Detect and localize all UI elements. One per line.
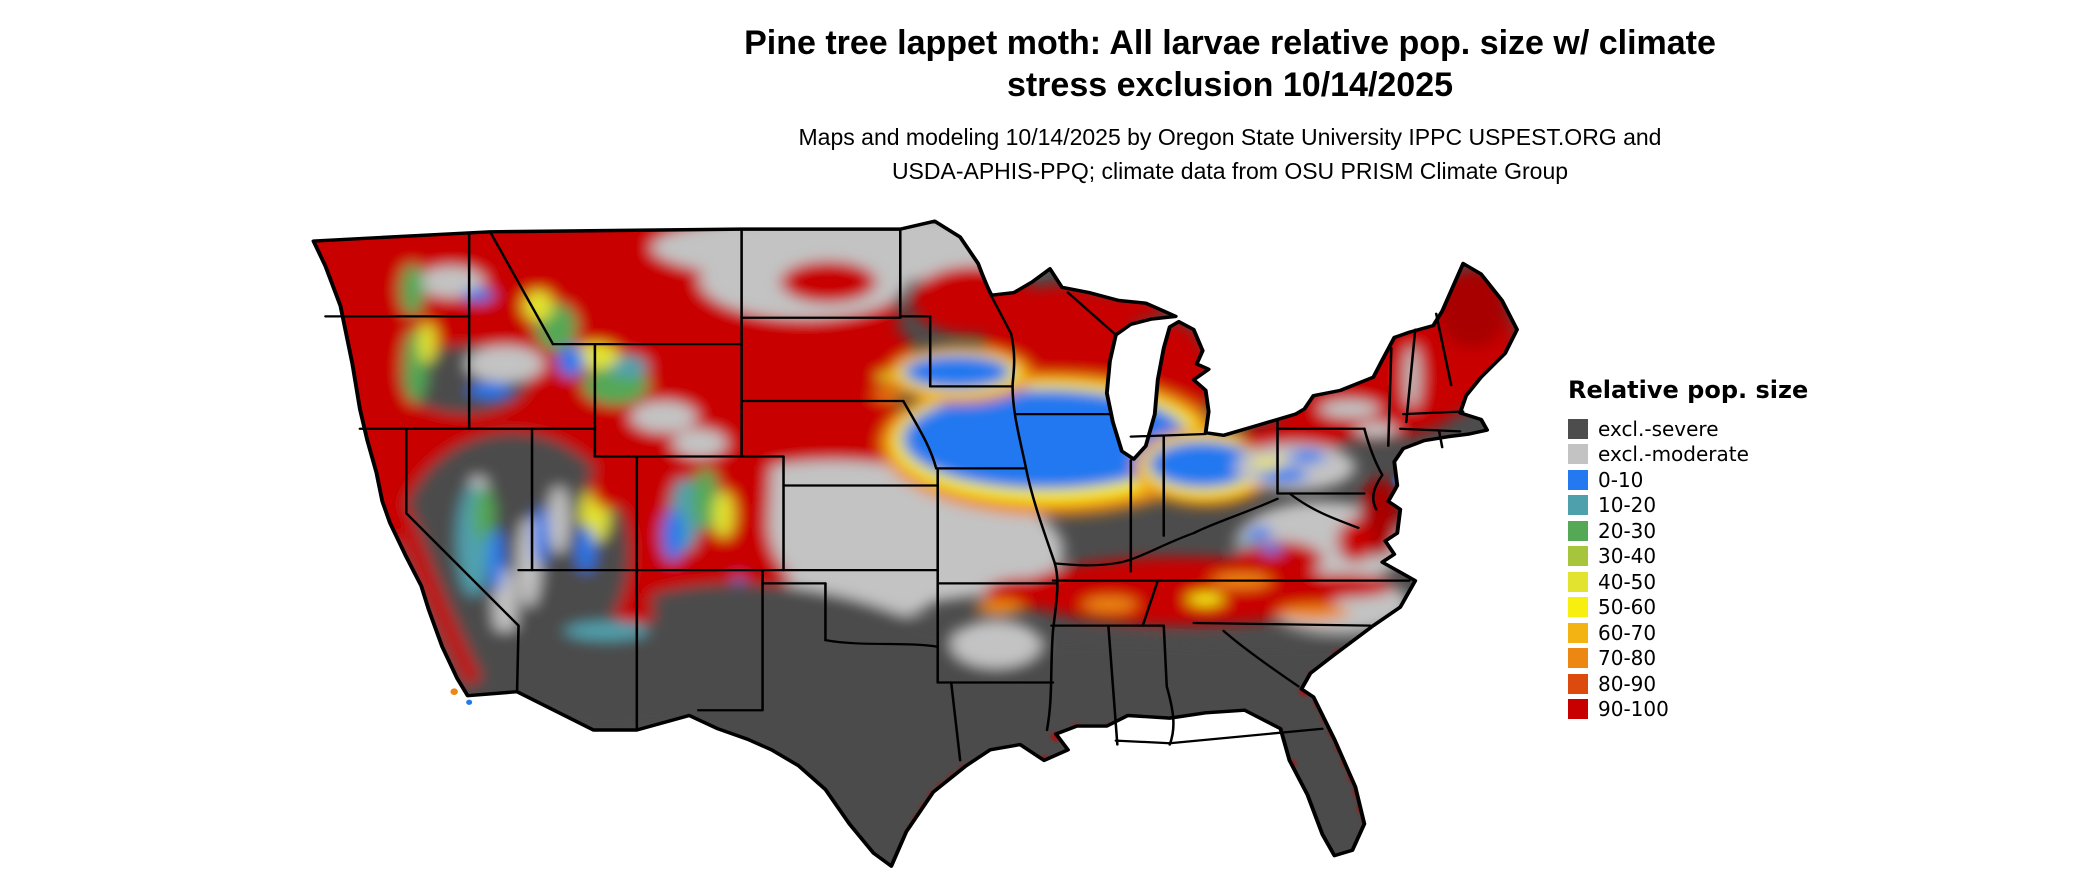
legend-label: 90-100 [1598,697,1669,722]
us-choropleth-map [311,219,1519,868]
legend-item: 30-40 [1568,544,1868,570]
legend-label: 10-20 [1598,493,1657,518]
us-outline [311,219,1519,868]
legend-item: 50-60 [1568,595,1868,621]
legend-label: excl.-severe [1598,416,1719,441]
legend-swatch [1568,520,1588,541]
legend-label: 50-60 [1598,595,1657,620]
legend-swatch [1568,469,1588,490]
title-line-1: Pine tree lappet moth: All larvae relati… [744,24,1716,62]
legend-item: 90-100 [1568,697,1868,723]
legend-item: 10-20 [1568,493,1868,519]
legend-item: 0-10 [1568,467,1868,493]
legend-item: 60-70 [1568,620,1868,646]
legend-swatch [1568,418,1588,439]
legend-item: excl.-moderate [1568,442,1868,468]
legend-item: 80-90 [1568,671,1868,697]
state-borders [324,229,1465,762]
legend-label: 70-80 [1598,646,1657,671]
subtitle-line-1: Maps and modeling 10/14/2025 by Oregon S… [798,124,1662,150]
figure-title: Pine tree lappet moth: All larvae relati… [365,22,2095,106]
figure-subtitle: Maps and modeling 10/14/2025 by Oregon S… [365,120,2095,188]
title-line-2: stress exclusion 10/14/2025 [1006,66,1454,104]
channel-islands-speck [450,688,458,695]
legend-swatch [1568,546,1588,567]
legend-swatch [1568,444,1588,465]
legend-label: 20-30 [1598,518,1657,543]
subtitle-line-2: USDA-APHIS-PPQ; climate data from OSU PR… [891,158,1569,184]
channel-islands-speck [466,699,473,705]
legend-item: 40-50 [1568,569,1868,595]
legend-title: Relative pop. size [1568,376,1809,404]
legend-item: 70-80 [1568,646,1868,672]
legend-label: 60-70 [1598,620,1657,645]
legend-label: 40-50 [1598,569,1657,594]
legend-label: excl.-moderate [1598,442,1749,467]
legend-label: 0-10 [1598,467,1644,492]
legend-swatch [1568,673,1588,694]
map-container [300,208,1535,882]
legend-label: 30-40 [1598,544,1657,569]
legend-swatch [1568,622,1588,643]
legend-swatch [1568,571,1588,592]
legend-swatch [1568,648,1588,669]
legend: Relative pop. size excl.-severe excl.-mo… [1568,376,1868,722]
legend-label: 80-90 [1598,671,1657,696]
legend-item: excl.-severe [1568,416,1868,442]
raster-layer [313,221,1518,867]
legend-item: 20-30 [1568,518,1868,544]
legend-swatch [1568,495,1588,516]
legend-swatch [1568,699,1588,720]
legend-swatch [1568,597,1588,618]
